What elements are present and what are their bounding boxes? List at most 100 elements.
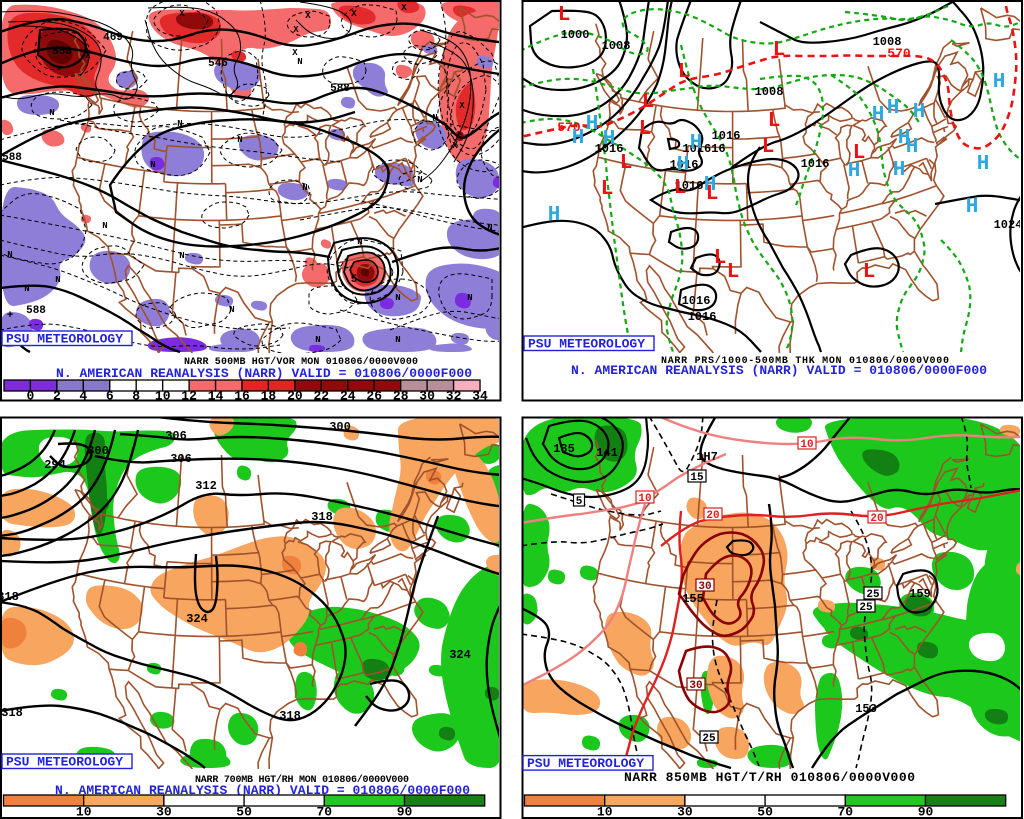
svg-text:50: 50 bbox=[236, 805, 252, 819]
svg-text:N: N bbox=[357, 237, 362, 247]
svg-text:NARR 850MB HGT/T/RH 010806/000: NARR 850MB HGT/T/RH 010806/0000V000 bbox=[624, 770, 915, 785]
svg-text:2: 2 bbox=[53, 389, 61, 404]
svg-text:30: 30 bbox=[677, 805, 693, 819]
svg-text:PSU METEOROLOGY: PSU METEOROLOGY bbox=[6, 332, 123, 347]
svg-text:N: N bbox=[432, 113, 437, 123]
svg-text:318: 318 bbox=[279, 709, 301, 723]
svg-text:L: L bbox=[773, 39, 786, 62]
svg-text:8: 8 bbox=[132, 389, 140, 404]
svg-text:N: N bbox=[49, 108, 54, 118]
svg-text:H: H bbox=[966, 196, 979, 219]
svg-text:1008: 1008 bbox=[602, 39, 631, 53]
svg-text:558: 558 bbox=[52, 46, 72, 58]
svg-text:90: 90 bbox=[918, 805, 934, 819]
svg-text:588: 588 bbox=[330, 83, 350, 95]
svg-text:306: 306 bbox=[170, 452, 192, 466]
svg-text:NARR 700MB HGT/RH MON 010806/0: NARR 700MB HGT/RH MON 010806/0000V000 bbox=[195, 774, 409, 786]
svg-text:30: 30 bbox=[419, 389, 435, 404]
svg-text:70: 70 bbox=[316, 805, 332, 819]
svg-text:H: H bbox=[586, 113, 599, 136]
svg-text:N: N bbox=[179, 251, 184, 261]
svg-text:N: N bbox=[7, 250, 12, 260]
svg-text:X: X bbox=[179, 9, 185, 19]
svg-text:H: H bbox=[677, 154, 690, 177]
svg-text:588: 588 bbox=[26, 305, 46, 317]
svg-text:306: 306 bbox=[165, 429, 187, 443]
svg-text:1016: 1016 bbox=[595, 142, 624, 156]
svg-text:155: 155 bbox=[682, 592, 704, 606]
svg-text:469: 469 bbox=[103, 32, 123, 44]
svg-text:N: N bbox=[297, 57, 302, 67]
svg-text:324: 324 bbox=[186, 612, 208, 626]
svg-text:22: 22 bbox=[313, 389, 329, 404]
svg-text:L: L bbox=[558, 4, 571, 27]
svg-text:N: N bbox=[467, 293, 472, 303]
svg-text:25: 25 bbox=[866, 589, 880, 601]
svg-text:20: 20 bbox=[706, 510, 719, 522]
svg-text:28: 28 bbox=[393, 389, 409, 404]
svg-text:N. AMERICAN REANALYSIS (NARR): N. AMERICAN REANALYSIS (NARR) VALID = 01… bbox=[571, 363, 987, 378]
svg-text:570: 570 bbox=[557, 120, 581, 135]
svg-text:H: H bbox=[898, 127, 911, 150]
svg-text:N. AMERICAN REANALYSIS (NARR): N. AMERICAN REANALYSIS (NARR) VALID = 01… bbox=[56, 366, 472, 381]
svg-text:H: H bbox=[848, 160, 861, 183]
svg-text:H: H bbox=[977, 153, 990, 176]
svg-text:NARR PRS/1000-500MB THK MON 01: NARR PRS/1000-500MB THK MON 010806/0000V… bbox=[661, 355, 949, 367]
svg-text:X: X bbox=[292, 48, 298, 58]
svg-text:1016: 1016 bbox=[670, 158, 699, 172]
svg-text:1000: 1000 bbox=[561, 28, 590, 42]
svg-text:101616: 101616 bbox=[682, 142, 725, 156]
svg-text:1008: 1008 bbox=[873, 35, 902, 49]
svg-text:10: 10 bbox=[800, 439, 813, 451]
svg-text:H: H bbox=[906, 136, 919, 159]
svg-text:X: X bbox=[351, 9, 357, 19]
svg-text:1016: 1016 bbox=[688, 310, 717, 324]
svg-text:1016: 1016 bbox=[682, 294, 711, 308]
svg-text:L: L bbox=[768, 110, 781, 133]
svg-text:N: N bbox=[395, 335, 400, 345]
svg-text:L: L bbox=[727, 261, 740, 284]
svg-text:PSU METEOROLOGY: PSU METEOROLOGY bbox=[6, 755, 123, 770]
svg-text:16: 16 bbox=[234, 389, 250, 404]
svg-text:H: H bbox=[548, 204, 561, 227]
svg-text:N: N bbox=[55, 275, 60, 285]
svg-text:10: 10 bbox=[597, 805, 613, 819]
svg-text:L: L bbox=[714, 247, 727, 270]
svg-text:14: 14 bbox=[208, 389, 224, 404]
svg-text:N: N bbox=[395, 293, 400, 303]
svg-text:N. AMERICAN REANALYSIS (NARR): N. AMERICAN REANALYSIS (NARR) VALID = 01… bbox=[55, 783, 470, 798]
svg-text:L: L bbox=[853, 142, 866, 165]
svg-text:0: 0 bbox=[26, 389, 34, 404]
svg-text:34: 34 bbox=[472, 389, 488, 404]
svg-text:10: 10 bbox=[155, 389, 171, 404]
svg-text:18: 18 bbox=[261, 389, 277, 404]
svg-text:15: 15 bbox=[690, 472, 704, 484]
svg-text:318: 318 bbox=[0, 590, 19, 604]
svg-text:141: 141 bbox=[596, 446, 618, 460]
svg-text:20: 20 bbox=[287, 389, 303, 404]
svg-text:H: H bbox=[603, 128, 616, 151]
svg-text:L: L bbox=[601, 178, 614, 201]
svg-text:X: X bbox=[305, 11, 311, 21]
svg-text:12: 12 bbox=[181, 389, 197, 404]
svg-text:24: 24 bbox=[340, 389, 356, 404]
svg-text:N: N bbox=[487, 223, 492, 233]
svg-text:570: 570 bbox=[887, 46, 911, 61]
svg-text:L: L bbox=[639, 118, 652, 141]
svg-text:294: 294 bbox=[44, 458, 66, 472]
svg-text:H: H bbox=[572, 127, 585, 150]
svg-text:X: X bbox=[459, 101, 465, 111]
svg-text:70: 70 bbox=[837, 805, 853, 819]
svg-text:300: 300 bbox=[329, 420, 351, 434]
svg-text:5: 5 bbox=[576, 496, 583, 508]
svg-text:153: 153 bbox=[855, 702, 877, 716]
svg-text:300: 300 bbox=[87, 444, 109, 458]
svg-text:H: H bbox=[913, 101, 926, 124]
svg-text:L: L bbox=[762, 136, 775, 159]
svg-text:159: 159 bbox=[909, 587, 931, 601]
svg-text:H: H bbox=[690, 132, 703, 155]
svg-text:10: 10 bbox=[76, 805, 92, 819]
svg-text:N: N bbox=[102, 221, 107, 231]
svg-text:H: H bbox=[704, 174, 717, 197]
svg-text:30: 30 bbox=[689, 680, 702, 692]
